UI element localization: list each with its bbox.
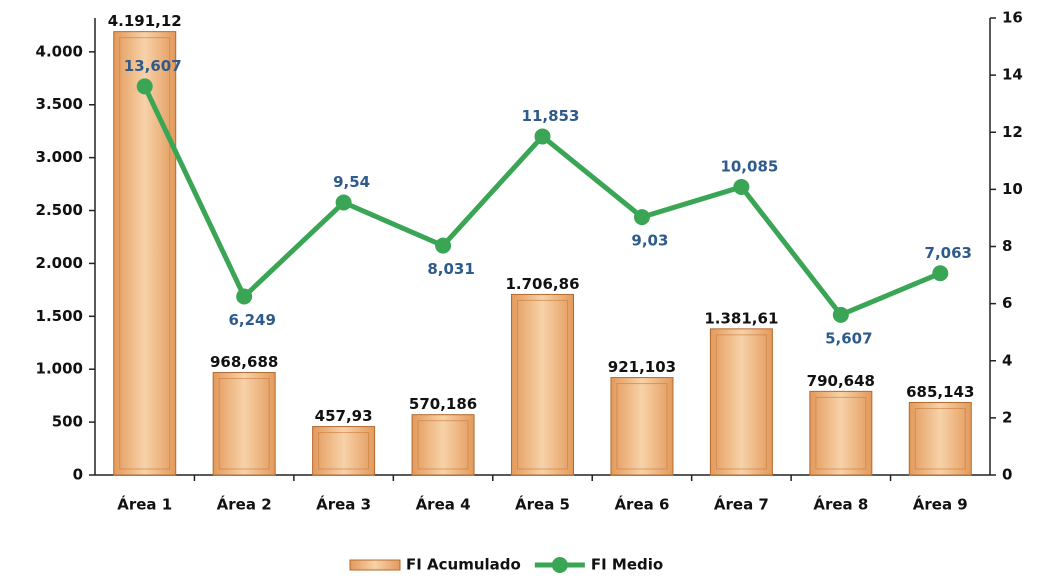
y-tick-label: 3.000: [36, 148, 83, 166]
line-marker: [832, 306, 849, 323]
bar-value-label: 570,186: [409, 395, 477, 413]
line-value-label: 9,54: [333, 173, 370, 191]
x-tick-label: Área 4: [416, 495, 471, 514]
line-value-label: 7,063: [925, 244, 972, 262]
line-value-label: 9,03: [631, 232, 668, 250]
y-tick-label: 4.000: [36, 42, 83, 60]
bar: [511, 293, 574, 476]
y2-tick-label: 4: [1002, 351, 1012, 369]
x-tick-label: Área 8: [813, 495, 868, 514]
y-tick-label: 500: [52, 413, 83, 431]
y2-tick-label: 10: [1002, 180, 1023, 198]
bar: [113, 31, 177, 476]
legend-swatch: [349, 559, 401, 571]
x-tick-label: Área 9: [913, 495, 968, 514]
line-marker: [335, 194, 352, 211]
bar-bevel: [218, 378, 270, 470]
y2-tick-label: 14: [1002, 66, 1023, 84]
bar-value-label: 790,648: [807, 372, 875, 390]
x-tick-label: Área 5: [515, 495, 570, 514]
y2-tick-label: 0: [1002, 466, 1012, 484]
bar-value-label: 1.706,86: [505, 275, 579, 293]
y2-tick-label: 12: [1002, 123, 1023, 141]
bar-value-label: 921,103: [608, 358, 676, 376]
bar-bevel: [318, 432, 370, 470]
bar-bevel: [715, 334, 767, 470]
bar-bevel: [914, 408, 966, 470]
bar: [411, 414, 475, 476]
bar: [312, 426, 376, 476]
bar: [610, 377, 674, 476]
x-tick-label: Área 1: [117, 495, 172, 514]
bar-bevel: [815, 396, 867, 470]
bar-bevel: [517, 299, 568, 470]
line-marker: [236, 288, 253, 305]
legend-label: FI Medio: [591, 556, 663, 574]
line-value-label: 13,607: [124, 57, 182, 75]
y-tick-label: 2.000: [36, 254, 83, 272]
x-tick-label: Área 6: [614, 495, 669, 514]
y2-tick-label: 16: [1002, 9, 1023, 27]
bar-value-label: 968,688: [210, 353, 278, 371]
bar: [809, 390, 873, 476]
y-tick-label: 1.500: [36, 307, 83, 325]
y2-tick-label: 6: [1002, 294, 1012, 312]
legend-marker: [551, 557, 568, 573]
line-value-label: 11,853: [522, 107, 580, 125]
x-tick-label: Área 2: [217, 495, 272, 514]
bar: [908, 402, 972, 476]
line-marker: [633, 209, 650, 226]
line-value-label: 5,607: [825, 329, 872, 347]
line-marker: [435, 237, 452, 254]
bar-value-label: 685,143: [906, 383, 974, 401]
y2-tick-label: 2: [1002, 408, 1012, 426]
line-value-label: 6,249: [228, 311, 275, 329]
line-marker: [136, 78, 153, 95]
bar-value-label: 1.381,61: [704, 309, 778, 327]
line-value-label: 10,085: [720, 157, 778, 175]
y-tick-label: 2.500: [36, 201, 83, 219]
x-tick-label: Área 3: [316, 495, 371, 514]
bar-value-label: 4.191,12: [108, 12, 182, 30]
bar-bevel: [616, 383, 668, 470]
line-marker: [932, 265, 949, 282]
bar-bevel: [119, 37, 171, 470]
line-value-label: 8,031: [427, 260, 474, 278]
line-marker: [733, 178, 750, 195]
bar-bevel: [417, 420, 469, 470]
line-marker: [534, 128, 551, 145]
bar: [709, 328, 773, 476]
x-tick-label: Área 7: [714, 495, 769, 514]
y-tick-label: 1.000: [36, 360, 83, 378]
y-tick-label: 0: [73, 466, 83, 484]
bar-value-label: 457,93: [315, 407, 373, 425]
y-tick-label: 3.500: [36, 95, 83, 113]
bar: [212, 372, 276, 476]
y2-tick-label: 8: [1002, 237, 1012, 255]
legend-label: FI Acumulado: [406, 556, 521, 574]
